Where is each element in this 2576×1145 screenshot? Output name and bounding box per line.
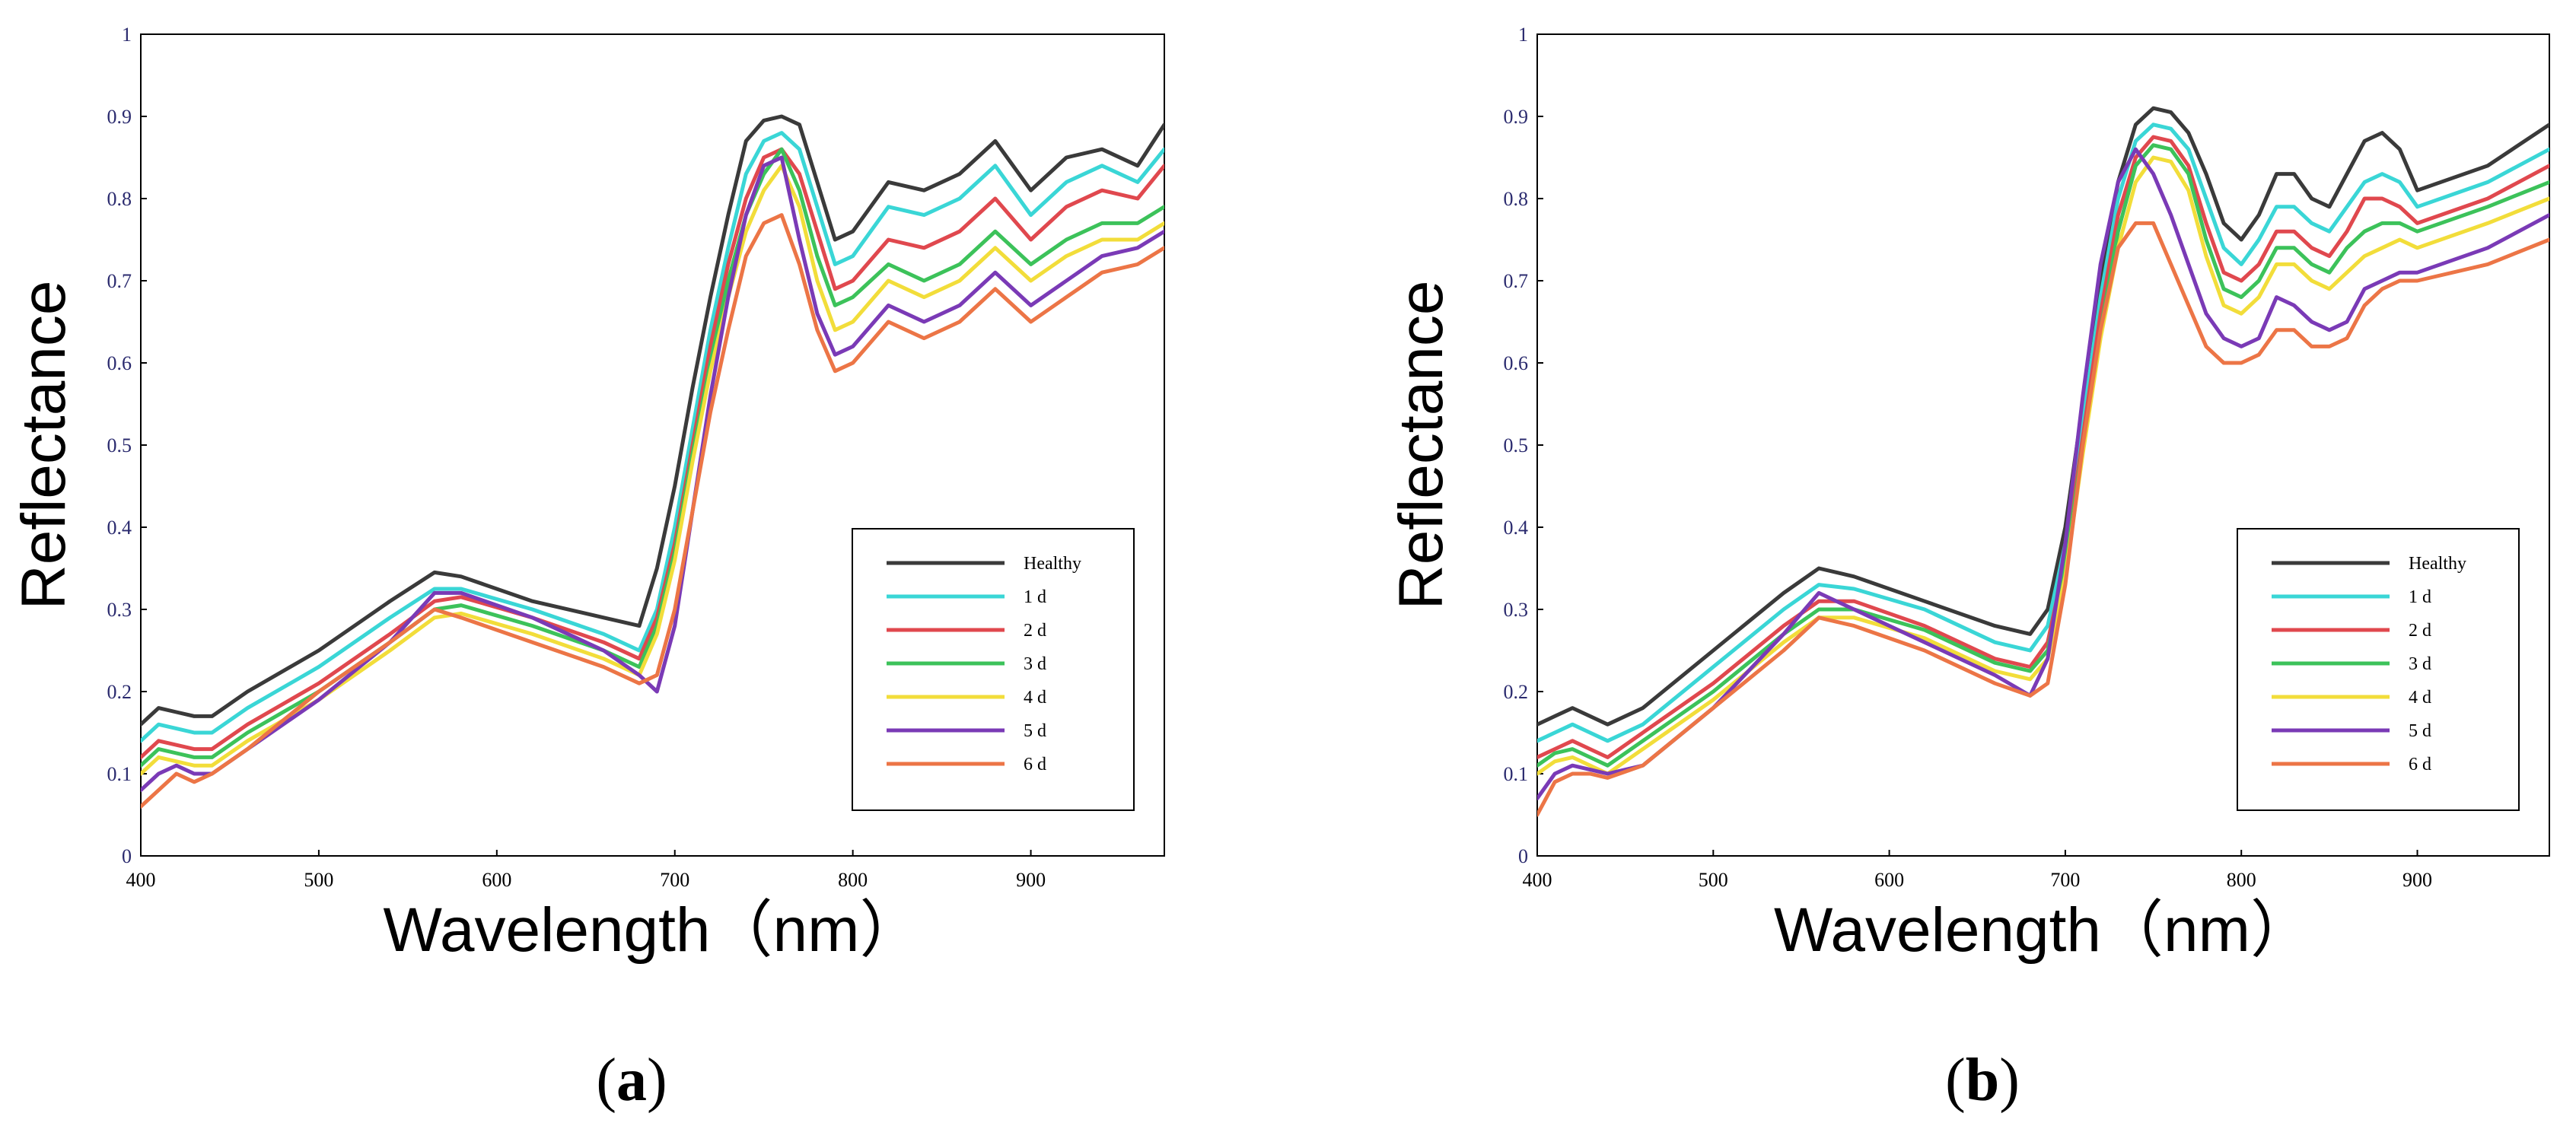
x-tick-label: 500 [1699, 869, 1728, 891]
y-tick-label: 0.9 [1504, 106, 1529, 128]
chart-panel-b: 0 0.1 0.2 0.3 0.4 0.5 0.6 0.7 0.8 0.9 1 400 500 600 70… [1387, 0, 2576, 1145]
caption-a: (a) [596, 1047, 667, 1114]
legend-label-6-d: 6 d [1024, 755, 1046, 774]
x-tick-label: 400 [1523, 869, 1552, 891]
x-tick-label: 500 [304, 869, 333, 891]
series-line-healthy [141, 114, 1164, 727]
legend-box [2237, 528, 2520, 811]
y-tick-label: 0.6 [107, 352, 132, 374]
x-tick-label: 700 [660, 869, 689, 891]
y-tick-label: 1 [1518, 24, 1528, 46]
x-tick-label: 600 [482, 869, 511, 891]
legend-label-1-d: 1 d [2409, 587, 2431, 607]
x-tick-label: 900 [1016, 869, 1046, 891]
x-axis-label: Wavelength（nm） [384, 895, 922, 965]
series-line-3-d [141, 147, 1164, 768]
y-tick-label: 0.6 [1504, 352, 1529, 374]
series-line-6-d [141, 213, 1164, 809]
y-tick-label: 0.8 [1504, 188, 1529, 210]
y-tick-label: 0.2 [107, 681, 132, 703]
legend: Healthy 1 d 2 d 3 d 4 d 5 d 6 d [852, 528, 1135, 811]
y-tick-label: 0.8 [107, 188, 132, 210]
series-line-5-d [141, 155, 1164, 793]
reflectance-chart-b: 0 0.1 0.2 0.3 0.4 0.5 0.6 0.7 0.8 0.9 1 400 500 600 70… [1387, 24, 2550, 965]
y-tick-label: 0 [122, 845, 132, 867]
y-axis-label: Reflectance [9, 280, 78, 609]
series-line-1-d [1537, 122, 2549, 743]
series-line-2-d [1537, 135, 2549, 759]
x-axis-label: Wavelength（nm） [1774, 895, 2313, 965]
legend-box [852, 528, 1135, 811]
y-tick-label: 0.7 [1504, 270, 1529, 292]
y-tick-label: 0.5 [107, 434, 132, 456]
series-line-4-d [1537, 155, 2549, 776]
y-tick-label: 0.3 [1504, 599, 1529, 621]
series-line-1-d [141, 131, 1164, 743]
x-tick-label: 900 [2402, 869, 2432, 891]
legend-label-1-d: 1 d [1024, 587, 1046, 607]
x-tick-label: 600 [1874, 869, 1904, 891]
y-tick-label: 0.4 [1504, 517, 1529, 539]
legend-label-2-d: 2 d [2409, 621, 2431, 641]
y-tick-label: 0.3 [107, 599, 132, 621]
y-axis-label: Reflectance [1387, 280, 1456, 609]
legend-label-5-d: 5 d [1024, 721, 1046, 741]
legend-label-4-d: 4 d [1024, 688, 1046, 708]
y-tick-label: 0.9 [107, 106, 132, 128]
y-tick-label: 1 [122, 24, 132, 46]
y-tick-label: 0.5 [1504, 434, 1529, 456]
x-tick-label: 800 [838, 869, 868, 891]
legend-label-4-d: 4 d [2409, 688, 2431, 708]
legend-label-3-d: 3 d [1024, 654, 1046, 674]
y-tick-label: 0.7 [107, 270, 132, 292]
chart-panel-a: 0 0.1 0.2 0.3 0.4 0.5 0.6 0.7 0.8 0.9 1 400 500 600 70… [0, 0, 1286, 1145]
legend-label-healthy: Healthy [1024, 554, 1081, 574]
x-tick-label: 800 [2227, 869, 2256, 891]
legend-label-6-d: 6 d [2409, 755, 2431, 774]
legend-label-5-d: 5 d [2409, 721, 2431, 741]
legend: Healthy 1 d 2 d 3 d 4 d 5 d 6 d [2237, 528, 2520, 811]
series-group [1537, 106, 2549, 817]
y-tick-label: 0.2 [1504, 681, 1529, 703]
y-tick-label: 0 [1518, 845, 1528, 867]
legend-label-2-d: 2 d [1024, 621, 1046, 641]
series-group [141, 114, 1164, 809]
y-tick-label: 0.1 [107, 763, 132, 785]
caption-b: (b) [1945, 1047, 2020, 1114]
y-tick-label: 0.4 [107, 517, 132, 539]
series-line-3-d [1537, 143, 2549, 768]
x-tick-label: 400 [126, 869, 156, 891]
legend-label-healthy: Healthy [2409, 554, 2466, 574]
series-line-2-d [141, 147, 1164, 759]
reflectance-chart-a: 0 0.1 0.2 0.3 0.4 0.5 0.6 0.7 0.8 0.9 1 400 500 600 70… [9, 24, 1165, 965]
series-line-6-d [1537, 221, 2549, 817]
series-line-healthy [1537, 106, 2549, 727]
legend-label-3-d: 3 d [2409, 654, 2431, 674]
x-tick-label: 700 [2050, 869, 2080, 891]
y-tick-label: 0.1 [1504, 763, 1529, 785]
